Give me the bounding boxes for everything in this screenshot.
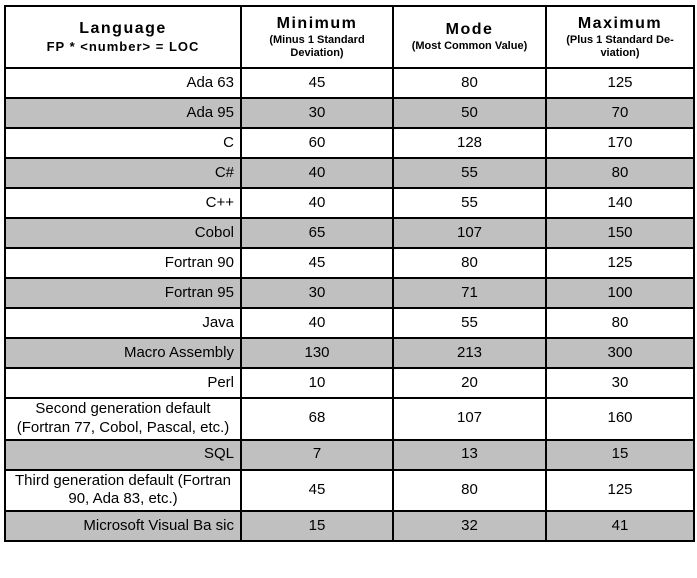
minimum-cell: 65 [240,217,394,249]
page: Language FP * <number> = LOC Minimum (Mi… [4,5,695,542]
maximum-cell: 150 [545,217,695,249]
mode-cell: 50 [392,97,547,129]
language-cell: Microsoft Visual Ba sic [4,510,242,542]
table-row: C++ 40 55 140 [4,187,695,219]
maximum-cell: 30 [545,367,695,399]
mode-cell: 80 [392,247,547,279]
mode-column-header: Mode (Most Common Value) [392,5,547,69]
mode-cell: 55 [392,307,547,339]
table-header: Language FP * <number> = LOC Minimum (Mi… [4,5,695,69]
table-row: Macro Assembly 130 213 300 [4,337,695,369]
mode-header-subtitle: (Most Common Value) [411,40,528,53]
minimum-cell: 10 [240,367,394,399]
language-cell: C++ [4,187,242,219]
mode-cell: 20 [392,367,547,399]
minimum-cell: 68 [240,397,394,441]
mode-cell: 128 [392,127,547,159]
mode-cell: 32 [392,510,547,542]
mode-cell: 71 [392,277,547,309]
minimum-cell: 40 [240,157,394,189]
maximum-column-header: Maximum (Plus 1 Standard De-viation) [545,5,695,69]
language-cell: Macro Assembly [4,337,242,369]
language-cell: Fortran 95 [4,277,242,309]
maximum-cell: 80 [545,157,695,189]
minimum-cell: 40 [240,307,394,339]
mode-cell: 13 [392,438,547,471]
minimum-cell: 40 [240,187,394,219]
mode-cell: 80 [392,67,547,99]
minimum-cell: 15 [240,510,394,542]
table-row: Fortran 95 30 71 100 [4,277,695,309]
minimum-cell: 45 [240,247,394,279]
minimum-cell: 30 [240,97,394,129]
minimum-header-subtitle: (Minus 1 Standard Deviation) [269,33,365,59]
maximum-cell: 300 [545,337,695,369]
language-column-header: Language FP * <number> = LOC [4,5,242,69]
language-cell: Ada 95 [4,97,242,129]
language-cell: Ada 63 [4,67,242,99]
table-row: Second generation default (Fortran 77, C… [4,397,695,441]
mode-header-title: Mode [445,21,494,39]
table-row: C# 40 55 80 [4,157,695,189]
maximum-cell: 170 [545,127,695,159]
table-row: SQL 7 13 15 [4,438,695,471]
fp-to-loc-table: Language FP * <number> = LOC Minimum (Mi… [4,5,695,542]
maximum-cell: 41 [545,510,695,542]
language-cell: Java [4,307,242,339]
mode-cell: 55 [392,187,547,219]
language-cell: Fortran 90 [4,247,242,279]
table-row: Third generation default (Fortran 90, Ad… [4,468,695,512]
maximum-cell: 125 [545,247,695,279]
language-cell: C [4,127,242,159]
mode-cell: 80 [392,468,547,512]
table-row: Ada 63 45 80 125 [4,67,695,99]
maximum-header-subtitle: (Plus 1 Standard De-viation) [566,33,674,59]
maximum-cell: 80 [545,307,695,339]
maximum-cell: 15 [545,438,695,471]
table-row: Ada 95 30 50 70 [4,97,695,129]
language-header-subtitle: FP * <number> = LOC [46,38,200,54]
minimum-cell: 7 [240,438,394,471]
language-cell: Perl [4,367,242,399]
table-row: Fortran 90 45 80 125 [4,247,695,279]
maximum-cell: 70 [545,97,695,129]
language-cell: Cobol [4,217,242,249]
minimum-header-title: Minimum [276,14,358,32]
minimum-cell: 45 [240,67,394,99]
language-cell: C# [4,157,242,189]
language-cell: Second generation default (Fortran 77, C… [4,397,242,441]
mode-cell: 55 [392,157,547,189]
maximum-cell: 100 [545,277,695,309]
table-row: Microsoft Visual Ba sic 15 32 41 [4,510,695,542]
language-cell: Third generation default (Fortran 90, Ad… [4,468,242,512]
mode-cell: 213 [392,337,547,369]
maximum-cell: 160 [545,397,695,441]
minimum-cell: 130 [240,337,394,369]
maximum-header-title: Maximum [577,14,663,32]
maximum-cell: 125 [545,468,695,512]
table-body: Ada 63 45 80 125 Ada 95 30 50 70 C 60 12… [4,67,695,542]
maximum-cell: 140 [545,187,695,219]
minimum-cell: 45 [240,468,394,512]
minimum-cell: 60 [240,127,394,159]
minimum-column-header: Minimum (Minus 1 Standard Deviation) [240,5,394,69]
maximum-cell: 125 [545,67,695,99]
table-row: Perl 10 20 30 [4,367,695,399]
header-row: Language FP * <number> = LOC Minimum (Mi… [4,5,695,69]
table-row: Cobol 65 107 150 [4,217,695,249]
minimum-cell: 30 [240,277,394,309]
mode-cell: 107 [392,217,547,249]
language-header-title: Language [79,19,167,37]
mode-cell: 107 [392,397,547,441]
table-row: C 60 128 170 [4,127,695,159]
language-cell: SQL [4,438,242,471]
table-row: Java 40 55 80 [4,307,695,339]
